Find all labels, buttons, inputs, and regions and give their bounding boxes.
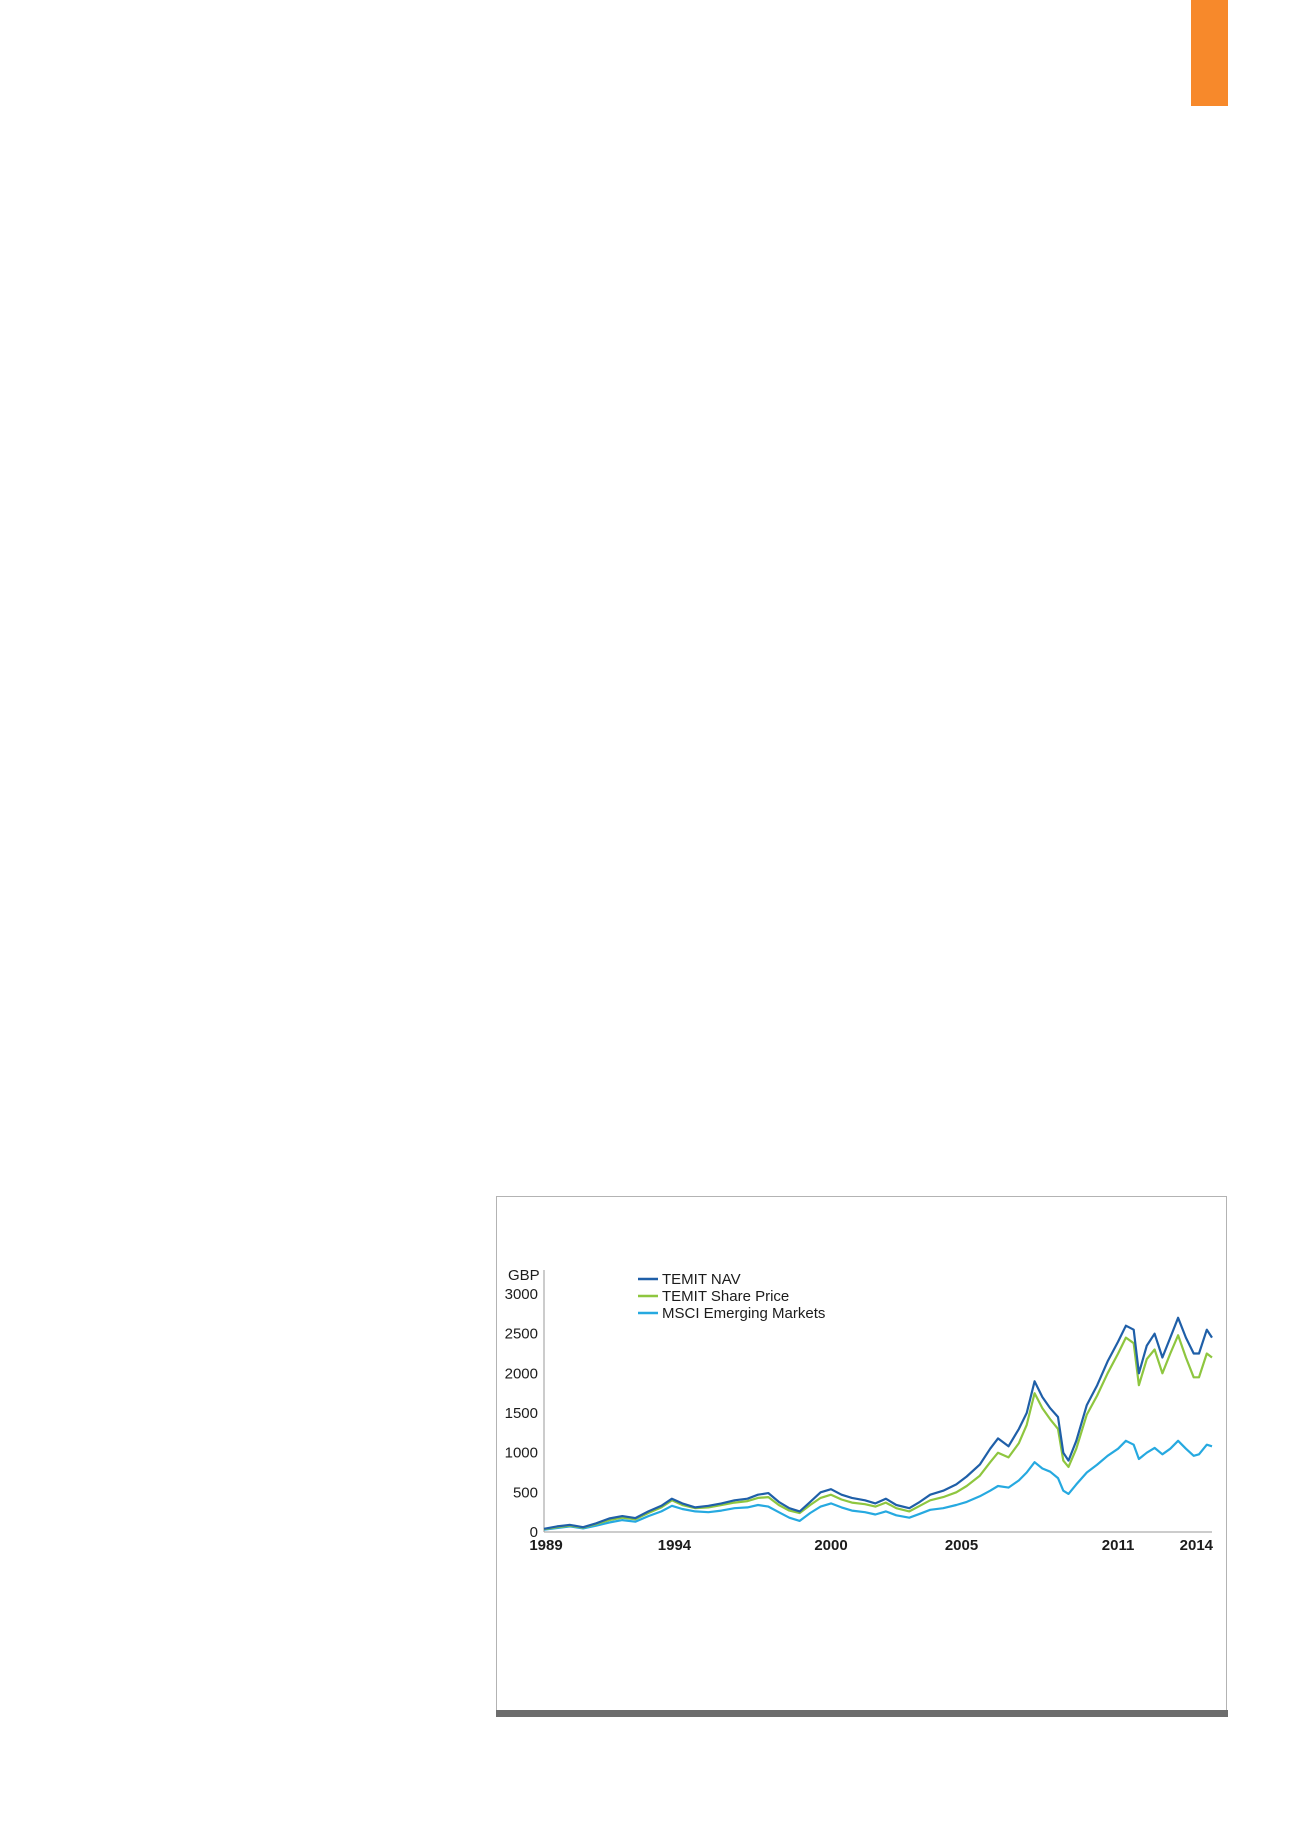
orange-tab-accent xyxy=(1191,0,1228,106)
series-line-temit-share-price xyxy=(543,1334,1213,1531)
y-tick-label: 2500 xyxy=(505,1326,538,1343)
y-tick-label: 500 xyxy=(513,1484,538,1501)
legend-label-temit-nav: TEMIT NAV xyxy=(662,1271,741,1288)
series-line-temit-nav xyxy=(543,1316,1213,1530)
chart-frame xyxy=(496,1196,1227,1711)
series-line-msci-emerging-markets xyxy=(543,1439,1213,1531)
legend-label-temit-share-price: TEMIT Share Price xyxy=(662,1288,789,1305)
x-tick-label: 2014 xyxy=(1180,1537,1214,1554)
line-chart: GBP 0 500 1000 1500 2000 2500 3000 1989 1994 200… xyxy=(505,1267,1214,1554)
y-tick-label: 1000 xyxy=(505,1445,538,1462)
y-axis-label: GBP xyxy=(508,1267,540,1284)
chart-bottom-rule xyxy=(496,1710,1228,1717)
x-tick-label: 2005 xyxy=(945,1537,978,1554)
x-tick-label: 1989 xyxy=(529,1537,562,1554)
y-axis: 0 500 1000 1500 2000 2500 3000 xyxy=(505,1270,545,1541)
x-tick-label: 1994 xyxy=(658,1537,692,1554)
y-tick-label: 2000 xyxy=(505,1365,538,1382)
x-axis: 1989 1994 2000 2005 2011 2014 xyxy=(529,1531,1214,1554)
x-tick-label: 2000 xyxy=(814,1537,847,1554)
series-lines xyxy=(543,1316,1213,1531)
y-tick-label: 1500 xyxy=(505,1405,538,1422)
y-tick-label: 3000 xyxy=(505,1286,538,1303)
y-tick-label: 0 xyxy=(530,1524,538,1541)
legend-label-msci-emerging-markets: MSCI Emerging Markets xyxy=(662,1305,825,1322)
x-tick-label: 2011 xyxy=(1102,1537,1135,1554)
